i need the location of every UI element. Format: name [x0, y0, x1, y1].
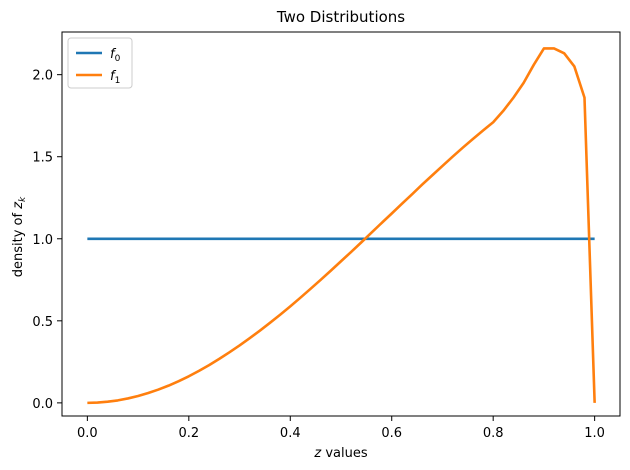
chart-title: Two Distributions — [276, 8, 405, 26]
x-tick-label: 0.2 — [178, 426, 199, 441]
x-tick-label: 0.6 — [381, 426, 402, 441]
y-tick-label: 1.5 — [32, 151, 53, 166]
y-tick-label: 2.0 — [32, 69, 53, 84]
x-axis: 0.0 0.2 0.4 0.6 0.8 1.0 — [77, 416, 605, 441]
x-tick-label: 0.0 — [77, 426, 98, 441]
x-tick-label: 0.8 — [483, 426, 504, 441]
legend-label: f1 — [110, 69, 120, 86]
y-axis-label: density of zk — [11, 196, 28, 277]
plot-frame — [61, 31, 621, 417]
legend-label: f0 — [110, 47, 121, 64]
x-tick-label: 1.0 — [584, 426, 605, 441]
series-layer — [87, 47, 596, 405]
y-tick-label: 0.0 — [32, 397, 53, 412]
y-tick-label: 1.0 — [32, 233, 53, 248]
x-tick-label: 0.4 — [280, 426, 301, 441]
y-axis: 0.0 0.5 1.0 1.5 2.0 — [32, 69, 62, 412]
x-axis-label: z values — [313, 446, 367, 461]
y-tick-label: 0.5 — [32, 315, 53, 330]
plot-area — [61, 31, 621, 417]
legend-box — [67, 37, 133, 89]
series-line-f1 — [87, 47, 596, 405]
